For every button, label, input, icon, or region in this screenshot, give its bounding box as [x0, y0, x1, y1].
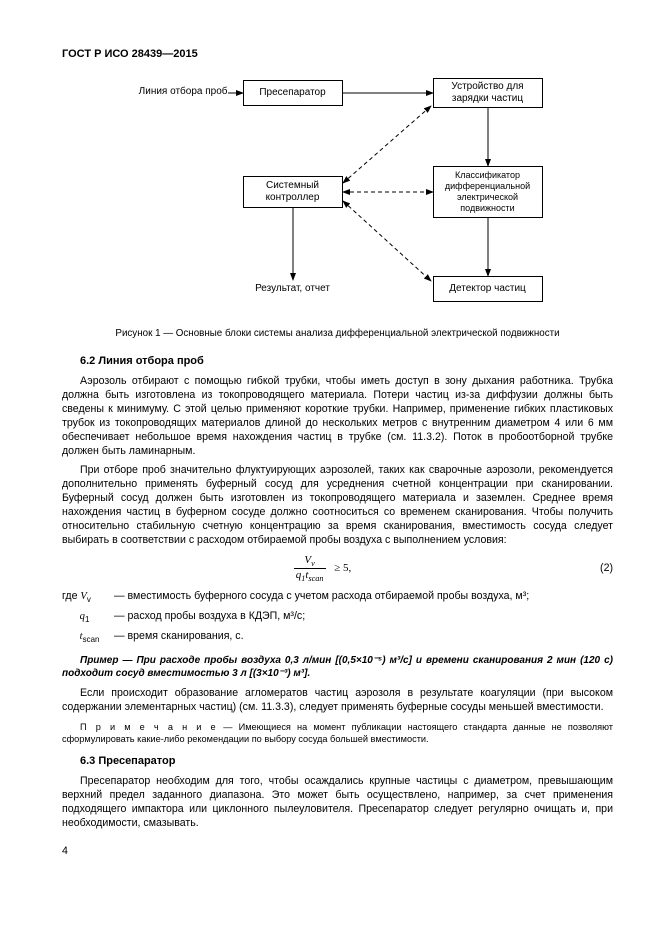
para-6-3-1: Пресепаратор необходим для того, чтобы о… [62, 775, 613, 831]
para-6-2-2: При отборе проб значительно флуктуирующи… [62, 464, 613, 548]
para-6-2-1: Аэрозоль отбирают с помощью гибкой трубк… [62, 375, 613, 459]
section-6-2-title: 6.2 Линия отбора проб [80, 355, 613, 367]
node-result: Результат, отчет [243, 283, 343, 295]
doc-header: ГОСТ Р ИСО 28439—2015 [62, 48, 613, 60]
node-preseparator: Пресепаратор [243, 80, 343, 106]
formula-2: Vv q1tscan ≥ 5, (2) [62, 554, 613, 583]
def-vv: где Vv — вместимость буферного сосуда с … [62, 589, 613, 605]
node-classifier: Классификатор дифференциальной электриче… [433, 166, 543, 218]
note-6-2: П р и м е ч а н и е — Имеющиеся на момен… [62, 721, 613, 746]
node-charger: Устройство для зарядки частиц [433, 78, 543, 108]
node-controller: Системный контроллер [243, 176, 343, 208]
node-sample-line: Линия отбора проб [123, 86, 228, 98]
node-detector: Детектор частиц [433, 276, 543, 302]
page-number: 4 [62, 845, 613, 857]
def-q1: q1 — расход пробы воздуха в КДЭП, м³/с; [62, 609, 613, 625]
def-tscan: tscan — время сканирования, с. [62, 629, 613, 645]
formula-2-num: (2) [583, 562, 613, 574]
figure-1-diagram: Линия отбора проб Пресепаратор Устройств… [123, 78, 553, 318]
para-6-2-3: Если происходит образование агломератов … [62, 687, 613, 715]
edge-ctrl-detector [343, 201, 431, 281]
figure-1-caption: Рисунок 1 — Основные блоки системы анали… [62, 328, 613, 339]
edge-ctrl-charger [343, 106, 431, 183]
example-6-2: Пример — При расходе пробы воздуха 0,3 л… [62, 654, 613, 681]
section-6-3-title: 6.3 Пресепаратор [80, 755, 613, 767]
